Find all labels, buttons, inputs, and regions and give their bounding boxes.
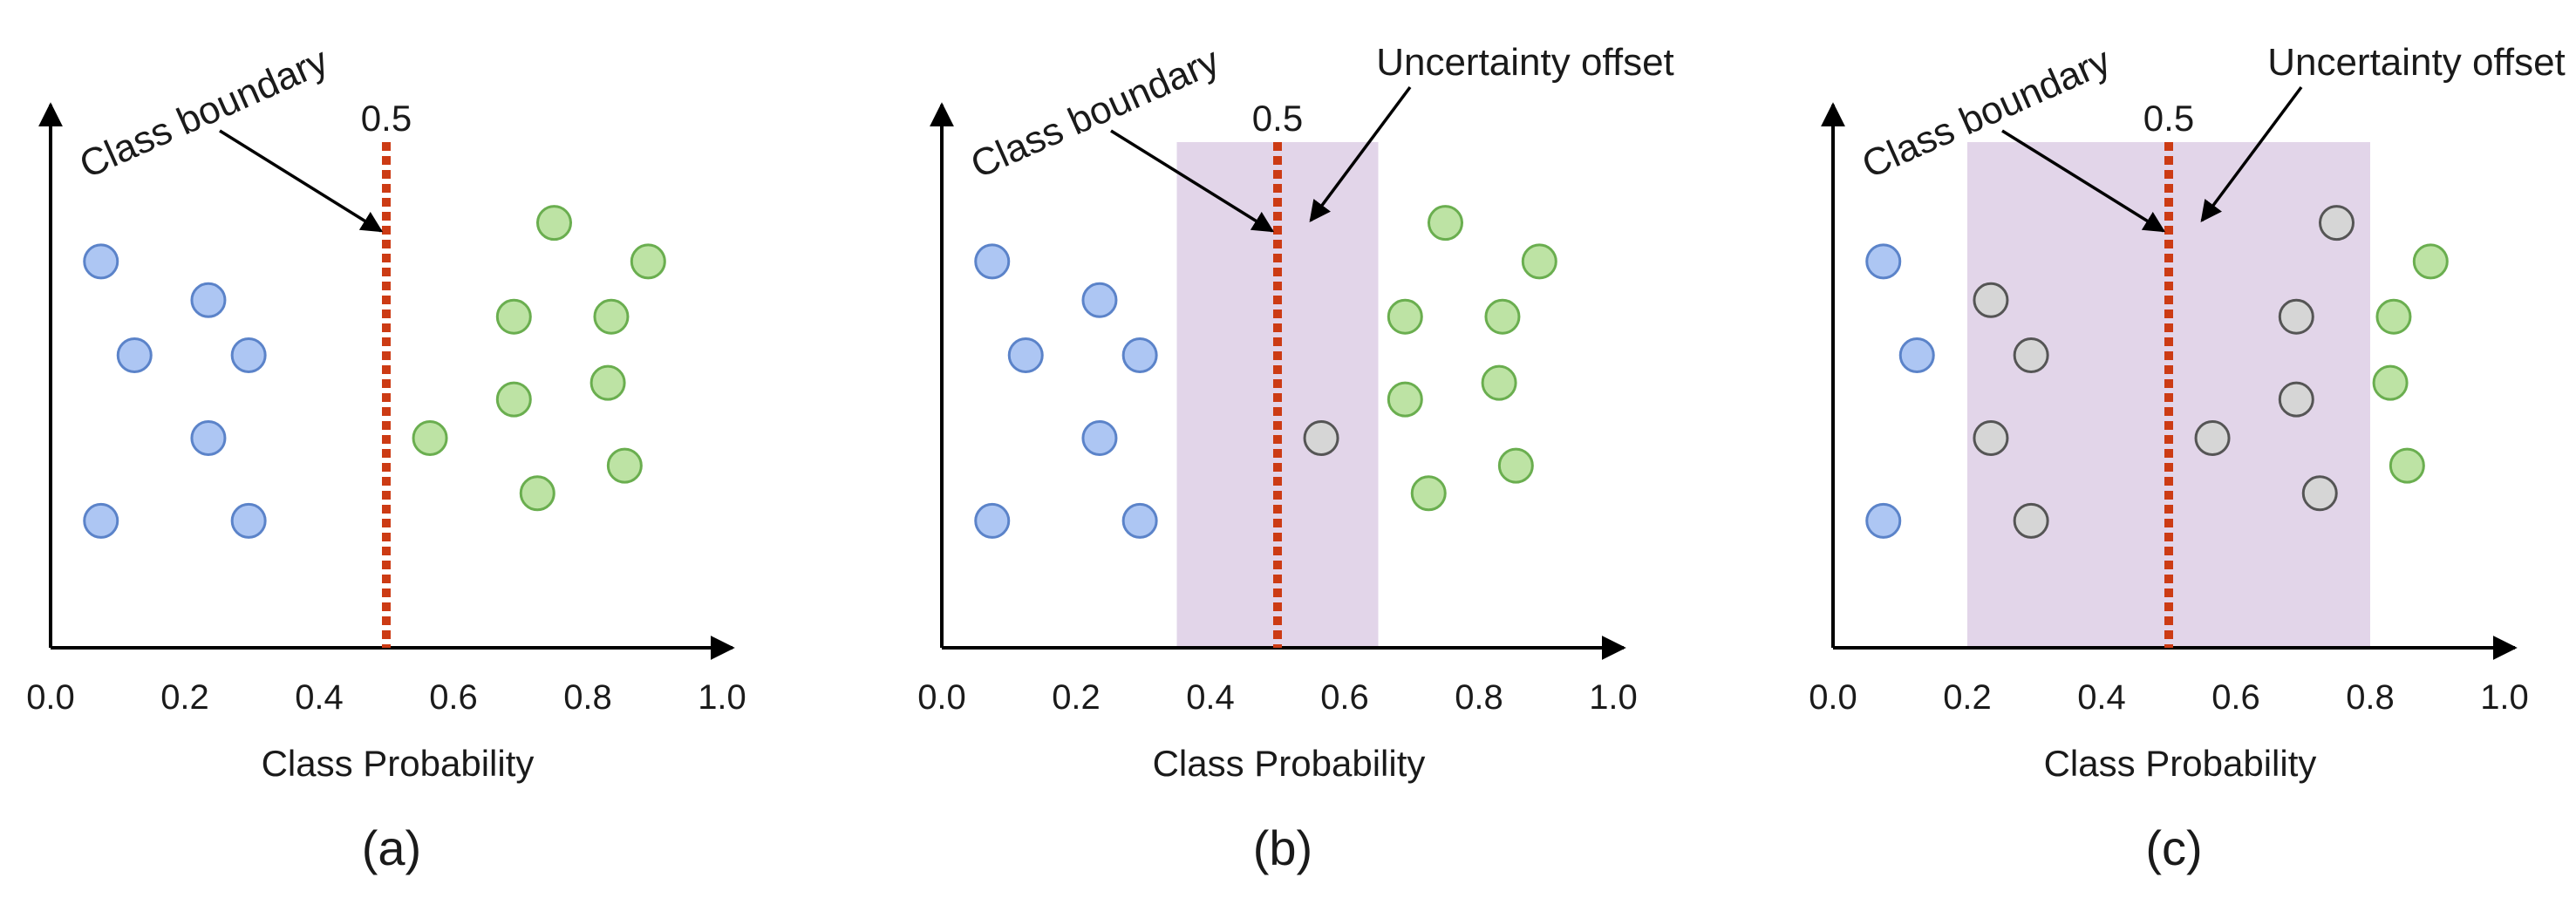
x-tick-label: 0.2 bbox=[160, 678, 209, 717]
point-uncertain bbox=[1973, 419, 2009, 456]
point-class-b bbox=[1484, 298, 1521, 335]
x-tick-label: 0.6 bbox=[1320, 678, 1369, 717]
point-class-b bbox=[2412, 243, 2449, 280]
point-class-a bbox=[1081, 282, 1118, 318]
chart-panel-a: 0.0 0.2 0.4 0.6 0.8 1.0 Class Probability (a) 0.… bbox=[26, 39, 746, 875]
point-class-a bbox=[116, 337, 153, 374]
point-uncertain bbox=[1303, 419, 1339, 456]
x-axis-label: Class Probability bbox=[262, 743, 535, 784]
x-tick-label: 0.6 bbox=[2211, 678, 2260, 717]
point-uncertain bbox=[1973, 282, 2009, 318]
point-class-a bbox=[1121, 337, 1158, 374]
point-class-b bbox=[1481, 364, 1517, 401]
point-class-a bbox=[1007, 337, 1044, 374]
x-tick-label: 0.4 bbox=[1186, 678, 1235, 717]
x-tick-label: 1.0 bbox=[698, 678, 746, 717]
point-class-b bbox=[536, 205, 572, 242]
threshold-label: 0.5 bbox=[1252, 98, 1303, 139]
uncertainty-offset-annotation: Uncertainty offset bbox=[1376, 41, 1674, 84]
point-class-b bbox=[495, 381, 532, 418]
x-tick-label: 0.0 bbox=[1809, 678, 1857, 717]
point-class-a bbox=[190, 419, 227, 456]
x-axis-label: Class Probability bbox=[1153, 743, 1426, 784]
x-tick-label: 0.2 bbox=[1052, 678, 1101, 717]
point-uncertain bbox=[2301, 475, 2338, 512]
point-class-b bbox=[589, 364, 626, 401]
point-class-a bbox=[83, 243, 119, 280]
point-class-a bbox=[190, 282, 227, 318]
point-class-b bbox=[1497, 447, 1534, 484]
point-class-a bbox=[974, 243, 1011, 280]
point-class-a bbox=[1865, 502, 1902, 539]
point-class-a bbox=[1081, 419, 1118, 456]
chart-panel-c: 0.0 0.2 0.4 0.6 0.8 1.0 Class Probability (c) 0.… bbox=[1809, 39, 2566, 875]
x-tick-label: 0.6 bbox=[429, 678, 478, 717]
uncertainty-offset-arrow bbox=[1309, 85, 1412, 222]
point-class-a bbox=[230, 502, 267, 539]
x-tick-label: 0.0 bbox=[917, 678, 966, 717]
panels: 0.0 0.2 0.4 0.6 0.8 1.0 Class Probability (a) 0.… bbox=[26, 39, 2566, 875]
class-boundary-annotation: Class boundary bbox=[73, 39, 334, 187]
point-class-b bbox=[1521, 243, 1557, 280]
x-tick-label: 0.2 bbox=[1943, 678, 1992, 717]
point-class-a bbox=[1898, 337, 1935, 374]
x-axis-label: Class Probability bbox=[2044, 743, 2317, 784]
point-class-a bbox=[1865, 243, 1902, 280]
point-class-b bbox=[519, 475, 555, 512]
point-class-b bbox=[606, 447, 643, 484]
point-class-b bbox=[1387, 298, 1423, 335]
class-boundary-arrow bbox=[2001, 129, 2166, 233]
uncertainty-offset-annotation: Uncertainty offset bbox=[2267, 41, 2566, 84]
class-boundary-arrow bbox=[1110, 129, 1275, 233]
point-class-a bbox=[974, 502, 1011, 539]
x-tick-label: 0.8 bbox=[563, 678, 612, 717]
point-class-b bbox=[1410, 475, 1447, 512]
threshold-label: 0.5 bbox=[2143, 98, 2194, 139]
point-uncertain bbox=[2013, 337, 2049, 374]
class-boundary-arrow bbox=[219, 129, 384, 233]
x-tick-label: 0.0 bbox=[26, 678, 75, 717]
point-class-a bbox=[230, 337, 267, 374]
point-class-a bbox=[1121, 502, 1158, 539]
point-uncertain bbox=[2278, 381, 2314, 418]
x-tick-label: 0.8 bbox=[1455, 678, 1503, 717]
point-uncertain bbox=[2278, 298, 2314, 335]
uncertainty-offset-arrow bbox=[2200, 85, 2303, 222]
x-tick-label: 0.8 bbox=[2346, 678, 2395, 717]
x-tick-label: 0.4 bbox=[295, 678, 344, 717]
point-class-b bbox=[630, 243, 666, 280]
x-tick-label: 1.0 bbox=[1589, 678, 1638, 717]
panel-caption: (b) bbox=[1253, 820, 1312, 875]
point-class-b bbox=[495, 298, 532, 335]
point-uncertain bbox=[2319, 205, 2355, 242]
panel-caption: (a) bbox=[362, 820, 421, 875]
point-uncertain bbox=[2194, 419, 2231, 456]
point-class-b bbox=[2372, 364, 2409, 401]
point-uncertain bbox=[2013, 502, 2049, 539]
point-class-b bbox=[2389, 447, 2425, 484]
x-tick-label: 1.0 bbox=[2480, 678, 2529, 717]
threshold-label: 0.5 bbox=[361, 98, 412, 139]
point-class-b bbox=[593, 298, 630, 335]
point-class-b bbox=[1428, 205, 1463, 242]
point-class-b bbox=[2375, 298, 2412, 335]
panel-caption: (c) bbox=[2145, 820, 2202, 875]
point-class-b bbox=[1387, 381, 1423, 418]
point-class-a bbox=[83, 502, 119, 539]
x-tick-label: 0.4 bbox=[2077, 678, 2126, 717]
chart-panel-b: 0.0 0.2 0.4 0.6 0.8 1.0 Class Probability (b) 0.… bbox=[917, 39, 1674, 875]
point-class-b bbox=[412, 419, 448, 456]
